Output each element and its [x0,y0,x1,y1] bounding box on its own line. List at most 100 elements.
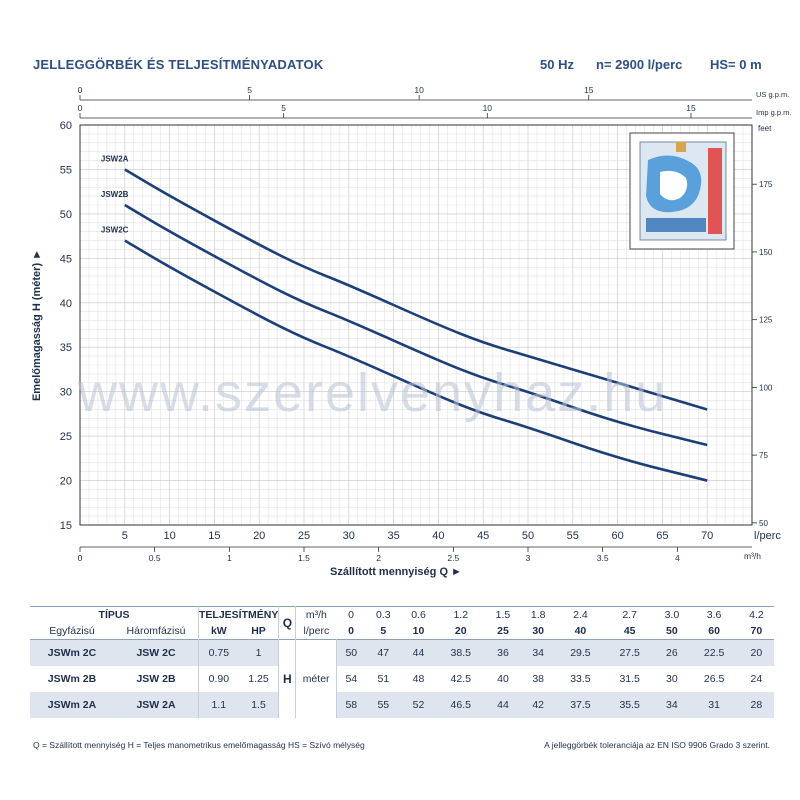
feet-tick-label: 175 [759,180,773,189]
m3h-tick-label: 3.5 [597,553,609,563]
frequency-label: 50 Hz [540,57,574,72]
head-cell: 34 [532,646,545,659]
x-tick-label: 60 [611,530,623,542]
us-gpm-tick-label: 5 [247,85,252,95]
feet-unit-label: feet [758,124,772,133]
three-phase-model: JSW 2B [136,672,176,685]
watermark: www.szerelvenyhaz.hu [78,363,668,423]
head-cell: 24 [750,672,763,685]
y-axis-label: Emelőmagasság H (méter) ► [31,249,43,401]
footer-legend: Q = Szállított mennyiség H = Teljes mano… [33,740,365,750]
performance-table: TÍPUS TELJESÍTMÉNY Q m³/h 0 0.3 0.6 1.2 … [30,606,774,718]
head-cell: 22.5 [703,646,725,659]
speed-label: n= 2900 l/perc [596,57,683,72]
head-cell: 28 [750,698,763,711]
x-tick-label: 70 [701,530,713,542]
x-unit-label: l/perc [754,530,781,542]
hp-header: HP [251,625,266,637]
m3h-cell: 1.8 [530,609,546,621]
y-tick-label: 55 [60,164,72,176]
head-cell: 33.5 [570,672,591,685]
hp-value: 1 [255,646,262,659]
head-cell: 50 [335,639,366,666]
m3h-tick-label: 2 [376,553,381,563]
plot-frame [79,124,753,526]
imp-gpm-tick-label: 10 [483,103,493,113]
lperc-cell: 25 [497,625,509,637]
m3h-cell: 4.2 [749,609,764,621]
head-cell: 34 [666,698,678,711]
haromfazisu-header: Háromfázisú [126,625,186,637]
lperc-cell: 0 [348,625,354,637]
x-tick-label: 65 [656,530,668,542]
x-tick-label: 50 [522,530,534,542]
head-cell: 29.5 [570,646,591,659]
head-cell: 38 [532,672,545,685]
hp-value: 1.25 [248,672,269,685]
x-tick-label: 20 [253,530,265,542]
x-axis-label: Szállított mennyiség Q ► [330,566,462,578]
y-tick-label: 50 [60,209,72,221]
tipus-header: TÍPUS [98,609,130,621]
head-cell: 55 [377,698,390,711]
head-cell: 40 [497,672,509,685]
teljesitmeny-header: TELJESÍTMÉNY [197,606,279,623]
m3h-cell: 1.2 [453,609,469,621]
y-tick-label: 40 [60,298,72,310]
q-m3h-unit: m³/h [295,606,337,623]
y-tick-label: 35 [60,342,72,354]
head-cell: 38.5 [450,646,471,659]
chart-axes [79,95,757,552]
head-cell: 26 [666,646,678,659]
x-tick-label: 30 [343,530,355,542]
m3h-cell: 3.0 [664,609,680,621]
pump-cutaway-illustration [629,132,735,250]
us-gpm-tick-label: 10 [414,85,424,95]
lperc-cell: 20 [454,625,467,637]
m3h-unit-label: m³/h [744,551,761,561]
head-cell: 54 [335,665,366,692]
imp-gpm-tick-label: 15 [686,103,696,113]
x-tick-label: 40 [432,530,444,542]
y-tick-label: 25 [60,431,72,443]
head-cell: 35.5 [619,698,640,711]
m3h-tick-label: 1.5 [298,553,310,563]
head-cell: 36 [497,646,509,659]
head-cell: 48 [412,672,425,685]
feet-tick-label: 75 [759,451,768,460]
x-tick-label: 5 [122,530,128,542]
m3h-tick-label: 1 [227,553,232,563]
hp-value: 1.5 [251,698,266,711]
m3h-cell: 0.3 [376,609,391,621]
feet-tick-label: 50 [759,519,768,528]
us-gpm-tick-label: 15 [584,85,594,95]
imp-gpm-tick-label: 5 [281,103,286,113]
m3h-cell: 2.4 [573,609,588,621]
head-cell: 20 [750,646,763,659]
m3h-cell: 2.7 [622,609,637,621]
q-header: Q [278,606,296,640]
head-cell: 47 [377,646,390,659]
three-phase-model: JSW 2A [136,698,176,711]
h-header: H [278,639,296,718]
curve-jsw2a [124,168,708,411]
lperc-cell: 45 [623,625,636,637]
egyfazisu-header: Egyfázisú [49,625,95,637]
y-tick-label: 60 [60,120,72,132]
y-tick-label: 30 [60,387,72,399]
m3h-tick-label: 3 [526,553,531,563]
m3h-cell: 0 [348,609,354,621]
x-tick-label: 35 [387,530,399,542]
y-tick-label: 45 [60,253,72,265]
head-cell: 37.5 [570,698,591,711]
imp-gpm-unit-label: Imp g.p.m. [756,108,791,117]
lperc-cell: 5 [380,625,387,637]
m3h-cell: 1.5 [495,609,511,621]
us-gpm-unit-label: US g.p.m. [756,90,789,99]
feet-tick-label: 125 [759,316,773,325]
q-lperc-unit: l/perc [295,623,337,640]
kw-value: 0.90 [197,665,239,692]
curve-jsw2b [124,203,708,447]
